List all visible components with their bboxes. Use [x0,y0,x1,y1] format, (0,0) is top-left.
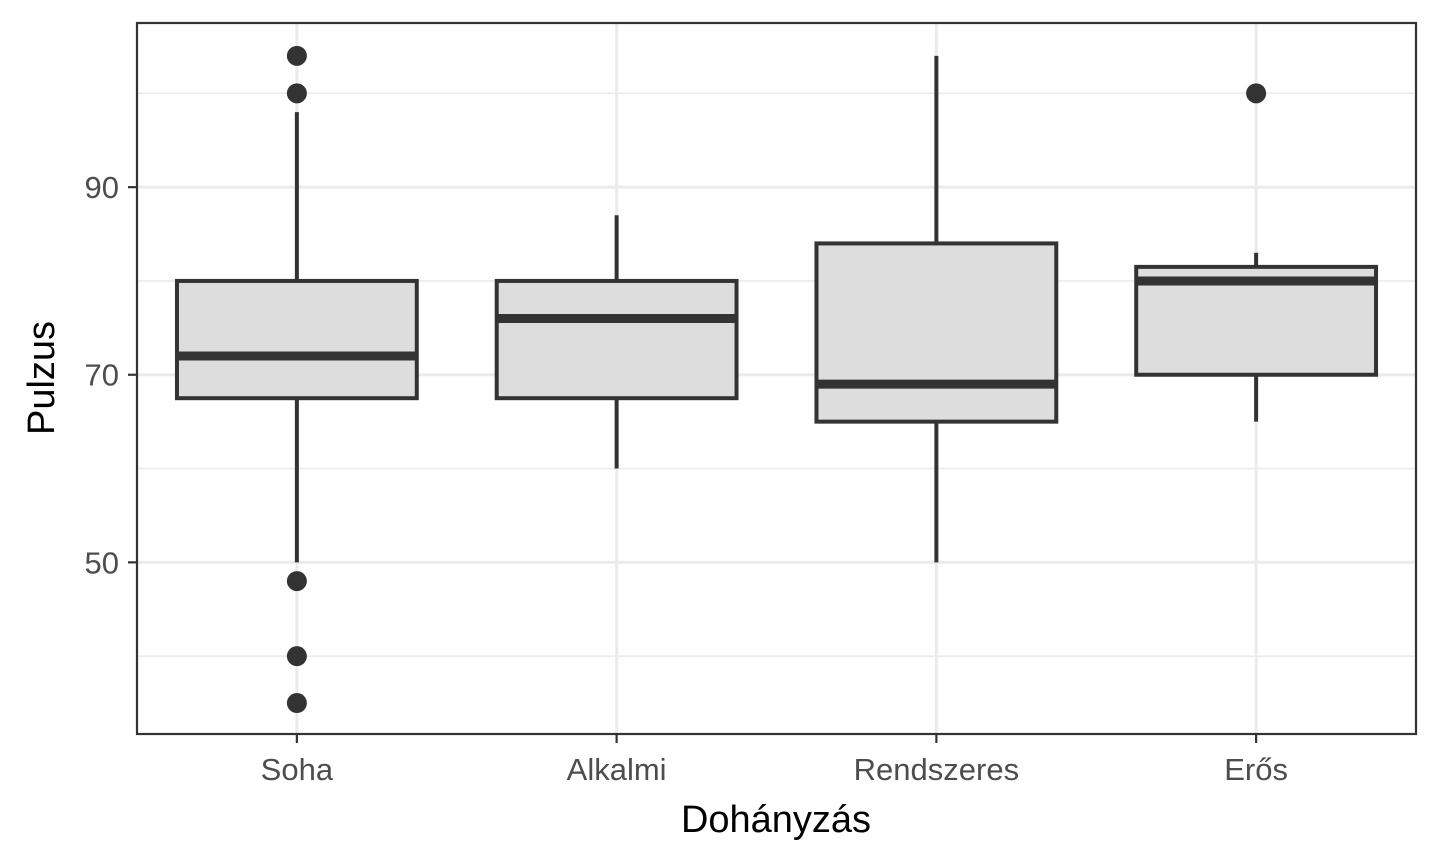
y-axis: 50 70 90 [85,170,137,580]
outlier-point [286,45,307,66]
box-4 [1134,83,1379,422]
y-tick-label: 90 [85,170,119,205]
box-3 [814,55,1059,563]
box-iqr [174,278,419,401]
x-tick-label: Soha [261,752,334,787]
outlier-point [286,83,307,104]
box-1 [174,45,419,714]
outlier-point [286,693,307,714]
outlier-point [286,646,307,667]
boxes-layer [174,45,1379,714]
box-2 [494,215,739,469]
y-axis-title: Pulzus [21,321,63,435]
x-axis-title: Dohányzás [681,799,871,841]
box-iqr [494,278,739,401]
x-axis: Soha Alkalmi Rendszeres Erős [261,734,1288,787]
y-tick-label: 70 [85,358,119,393]
outlier-point [286,571,307,592]
x-tick-label: Alkalmi [567,752,667,787]
y-tick-label: 50 [85,545,119,580]
box-iqr [814,241,1059,424]
outlier-point [1246,83,1267,104]
panel-border [135,21,1418,736]
x-tick-label: Erős [1224,752,1288,787]
x-tick-label: Rendszeres [854,752,1019,787]
